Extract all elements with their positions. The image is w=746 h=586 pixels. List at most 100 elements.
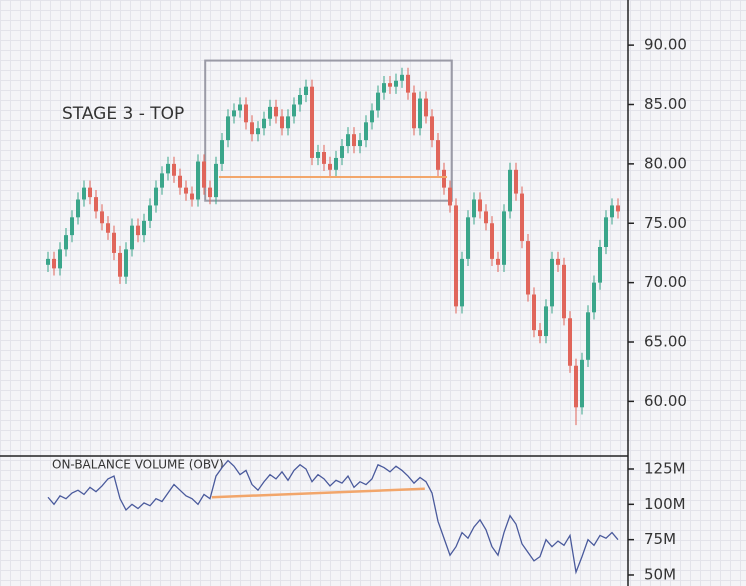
candle-body [436,140,440,170]
candle-body [52,258,56,269]
candle-body [250,122,254,135]
candle-body [106,223,110,233]
trend-line [211,487,425,499]
candle-body [130,225,134,250]
candle-body [148,205,152,221]
candle-body [406,74,410,93]
candle-body [460,258,464,307]
candle-body [76,199,80,218]
y-tick-label: 75M [644,530,676,548]
candle-body [94,197,98,212]
candle-body [598,247,602,283]
y-tick-label: 70.00 [644,273,687,291]
candle-body [160,173,164,188]
candle-body [430,116,434,141]
candle-body [412,92,416,129]
y-tick-label: 80.00 [644,154,687,172]
candle-body [388,83,392,87]
candle-body [490,223,494,259]
obv-title: ON-BALANCE VOLUME (OBV) [52,458,224,472]
candle-body [232,110,236,117]
y-tick-label: 50M [644,565,676,583]
candle-body [616,205,620,212]
candle-body [208,187,212,198]
candle-body [268,106,272,119]
candle-body [532,294,536,331]
candle-body [526,241,530,295]
candle-body [340,146,344,158]
candle-body [328,163,332,170]
candle-body [352,134,356,147]
candle-body [190,193,194,200]
candle-body [424,98,428,117]
candle-body [256,128,260,135]
candle-body [520,193,524,242]
candle-body [118,252,122,277]
candle-body [202,161,206,188]
annotation: STAGE 3 - TOP [62,104,184,124]
candle-body [184,187,188,194]
candle-body [400,74,404,81]
candle-body [286,116,290,129]
candle-body [274,106,278,117]
obv-line [47,459,619,575]
candle-body [310,86,314,158]
candle-body [46,258,50,265]
candle-body [556,258,560,265]
candle-body [538,330,542,337]
candle-body [244,104,248,123]
candle-body [502,211,506,265]
candle-body [442,169,446,188]
y-tick-label: 65.00 [644,333,687,351]
candle-body [382,83,386,93]
highlight-box [204,59,453,202]
candle-body [166,163,170,174]
y-tick-label: 100M [644,495,686,513]
candle-body [610,205,614,218]
candle-body [304,86,308,95]
candle-body [418,98,422,129]
candle-body [142,220,146,236]
candle-body [604,217,608,247]
candle-body [586,312,590,360]
candle-body [64,235,68,250]
candle-body [172,163,176,176]
candle-body [496,258,500,265]
candle-body [214,163,218,198]
candle-body [562,264,566,319]
y-tick-label: 60.00 [644,392,687,410]
candle-body [100,211,104,224]
candle-body [292,104,296,117]
candle-body [316,152,320,158]
candle-body [112,232,116,253]
candle-body [136,225,140,236]
candle-body [472,199,476,218]
y-tick-label: 125M [644,460,686,478]
candle-body [580,359,584,408]
candle-body [568,318,572,366]
candle-body [574,365,578,408]
candle-body [550,258,554,307]
candle-body [82,187,86,200]
candle-body [592,282,596,313]
candle-body [322,152,326,164]
candle-body [508,169,512,212]
candle-body [466,217,470,259]
candle-body [280,116,284,129]
y-tick-label: 90.00 [644,36,687,54]
candle-body [238,104,242,111]
candle-body [346,134,350,147]
candle-body [514,169,518,194]
candle-body [262,118,266,129]
y-tick-label: 85.00 [644,95,687,113]
candle-body [448,187,452,206]
candle-body [220,140,224,164]
candle-body [364,122,368,141]
candle-body [376,92,380,111]
candle-body [484,211,488,224]
candle-body [70,217,74,236]
candle-body [196,161,200,200]
candle-body [298,95,302,105]
candle-body [178,175,182,188]
